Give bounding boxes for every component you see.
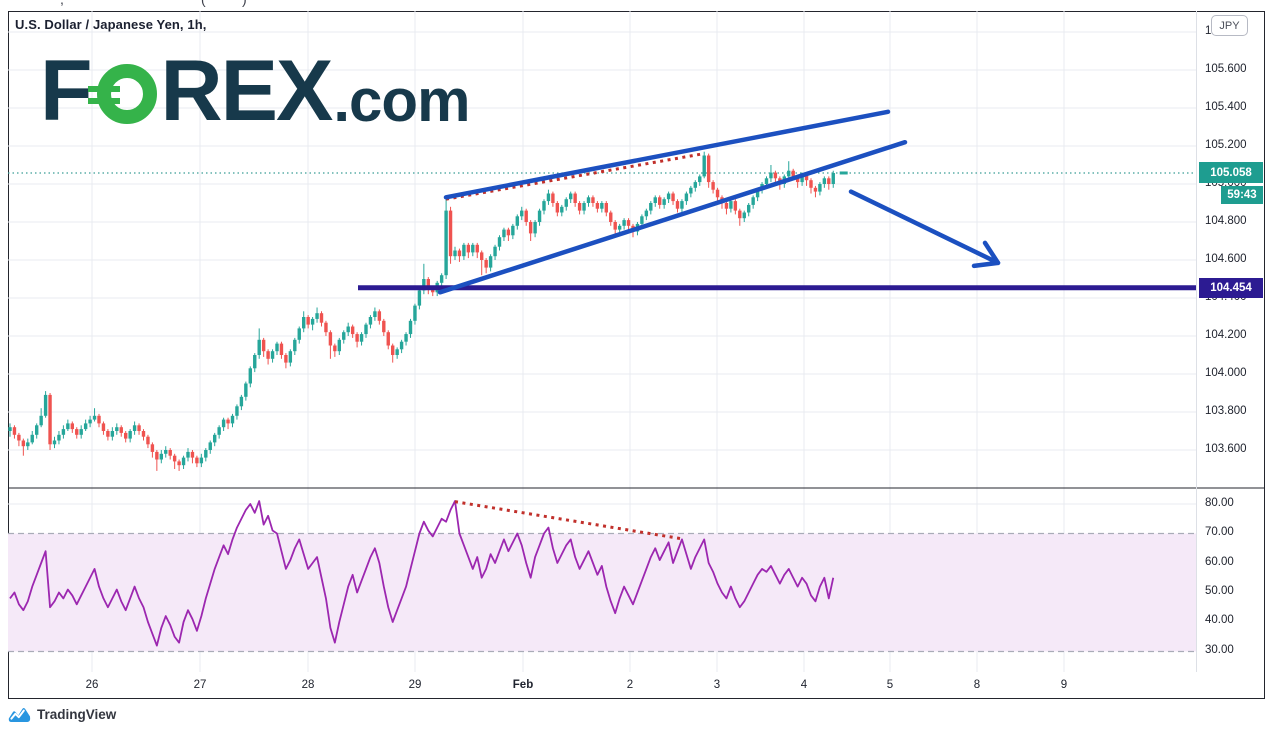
time-axis[interactable]: 26 27 28 29 Feb 2 3 4 5 8 9 bbox=[8, 673, 1196, 699]
projection-arrow[interactable] bbox=[848, 189, 1001, 269]
clipped-glyph: ) bbox=[242, 0, 247, 7]
time-axis-label: 8 bbox=[973, 679, 981, 691]
rsi-axis-label: 30.00 bbox=[1205, 644, 1234, 656]
price-axis-label: 105.600 bbox=[1205, 63, 1247, 75]
tradingview-icon bbox=[8, 708, 31, 722]
countdown-badge: 59:43 bbox=[1221, 186, 1263, 204]
rsi-band bbox=[8, 532, 1196, 653]
price-axis[interactable]: 103.600103.800104.000104.200104.400104.6… bbox=[1197, 11, 1265, 672]
clipped-glyph: , bbox=[60, 0, 64, 7]
rsi-axis-label: 40.00 bbox=[1205, 614, 1234, 626]
price-axis-label: 103.600 bbox=[1205, 443, 1247, 455]
forex-logo-f: F bbox=[40, 43, 93, 139]
support-level-badge: 104.454 bbox=[1199, 278, 1263, 298]
time-axis-label: 3 bbox=[713, 679, 721, 691]
time-axis-label: 2 bbox=[626, 679, 634, 691]
rsi-axis-label: 70.00 bbox=[1205, 526, 1234, 538]
time-axis-label: 26 bbox=[85, 679, 99, 691]
time-axis-label: 28 bbox=[301, 679, 315, 691]
last-price-badge: 105.058 bbox=[1199, 162, 1263, 183]
clipped-glyph: ( bbox=[201, 0, 206, 7]
price-axis-label: 104.200 bbox=[1205, 329, 1247, 341]
price-axis-label: 104.000 bbox=[1205, 367, 1247, 379]
price-axis-label: 103.800 bbox=[1205, 405, 1247, 417]
rsi-axis-label: 80.00 bbox=[1205, 497, 1234, 509]
tradingview-logo[interactable]: TradingView bbox=[8, 706, 116, 723]
price-axis-label: 104.600 bbox=[1205, 253, 1247, 265]
time-axis-label: Feb bbox=[512, 679, 534, 691]
forex-logo-o-icon bbox=[87, 64, 157, 125]
currency-pill: JPY bbox=[1211, 15, 1248, 36]
time-axis-label: 5 bbox=[886, 679, 894, 691]
rsi-axis-label: 50.00 bbox=[1205, 585, 1234, 597]
forex-logo: F REX .com bbox=[40, 43, 470, 139]
rsi-axis-label: 60.00 bbox=[1205, 556, 1234, 568]
rsi-line bbox=[9, 500, 835, 647]
forex-logo-com: .com bbox=[333, 67, 470, 135]
time-axis-label: 29 bbox=[408, 679, 422, 691]
time-axis-label: 9 bbox=[1060, 679, 1068, 691]
candlestick-series bbox=[8, 151, 835, 471]
forex-logo-rex: REX bbox=[160, 43, 334, 139]
price-axis-label: 105.200 bbox=[1205, 139, 1247, 151]
clipped-top-text: , () bbox=[0, 0, 1269, 10]
time-axis-label: 4 bbox=[800, 679, 808, 691]
rsi-divergence-line[interactable] bbox=[454, 500, 683, 541]
lower-trendline[interactable] bbox=[437, 139, 908, 295]
price-axis-label: 104.800 bbox=[1205, 215, 1247, 227]
chart-border bbox=[8, 11, 1265, 699]
tradingview-label: TradingView bbox=[37, 707, 117, 722]
upper-trendline[interactable] bbox=[443, 109, 891, 200]
price-axis-label: 105.400 bbox=[1205, 101, 1247, 113]
price-divergence-line[interactable] bbox=[445, 152, 705, 201]
time-axis-label: 27 bbox=[193, 679, 207, 691]
symbol-title: U.S. Dollar / Japanese Yen, 1h, bbox=[15, 17, 207, 32]
